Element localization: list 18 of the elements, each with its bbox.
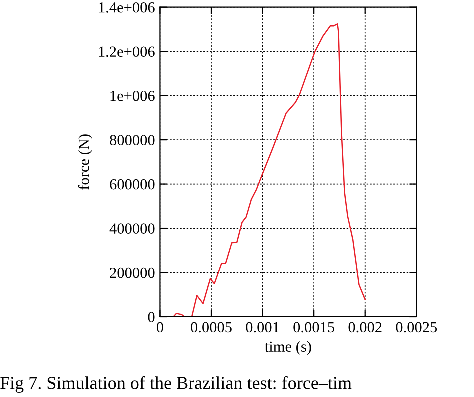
x-tick-label: 0 [156, 322, 164, 333]
y-tick-label: 400000 [110, 224, 155, 234]
y-tick-label: 1e+006 [110, 90, 155, 102]
y-tick-label: 800000 [110, 135, 155, 146]
x-axis-title: time (s) [265, 341, 312, 356]
line-series [172, 24, 366, 318]
x-tick-label: 0.0015 [294, 322, 334, 333]
y-tick-label: 600000 [110, 179, 155, 190]
x-tick-label: 0.0005 [191, 322, 232, 333]
y-axis-title: force (N) [78, 134, 92, 190]
x-tick-label: 0.0025 [396, 322, 438, 333]
y-tick-label: 200000 [110, 268, 155, 278]
caption: Fig 7. Simulation of the Brazilian test: force–tim [0, 376, 352, 394]
x-tick-label: 0.002 [348, 322, 382, 333]
y-tick-label: 1.4e+006 [99, 2, 155, 13]
y-tick-label: 1.2e+006 [99, 46, 155, 58]
x-tick-label: 0.001 [246, 322, 280, 333]
y-tick-label: 0 [148, 312, 155, 322]
